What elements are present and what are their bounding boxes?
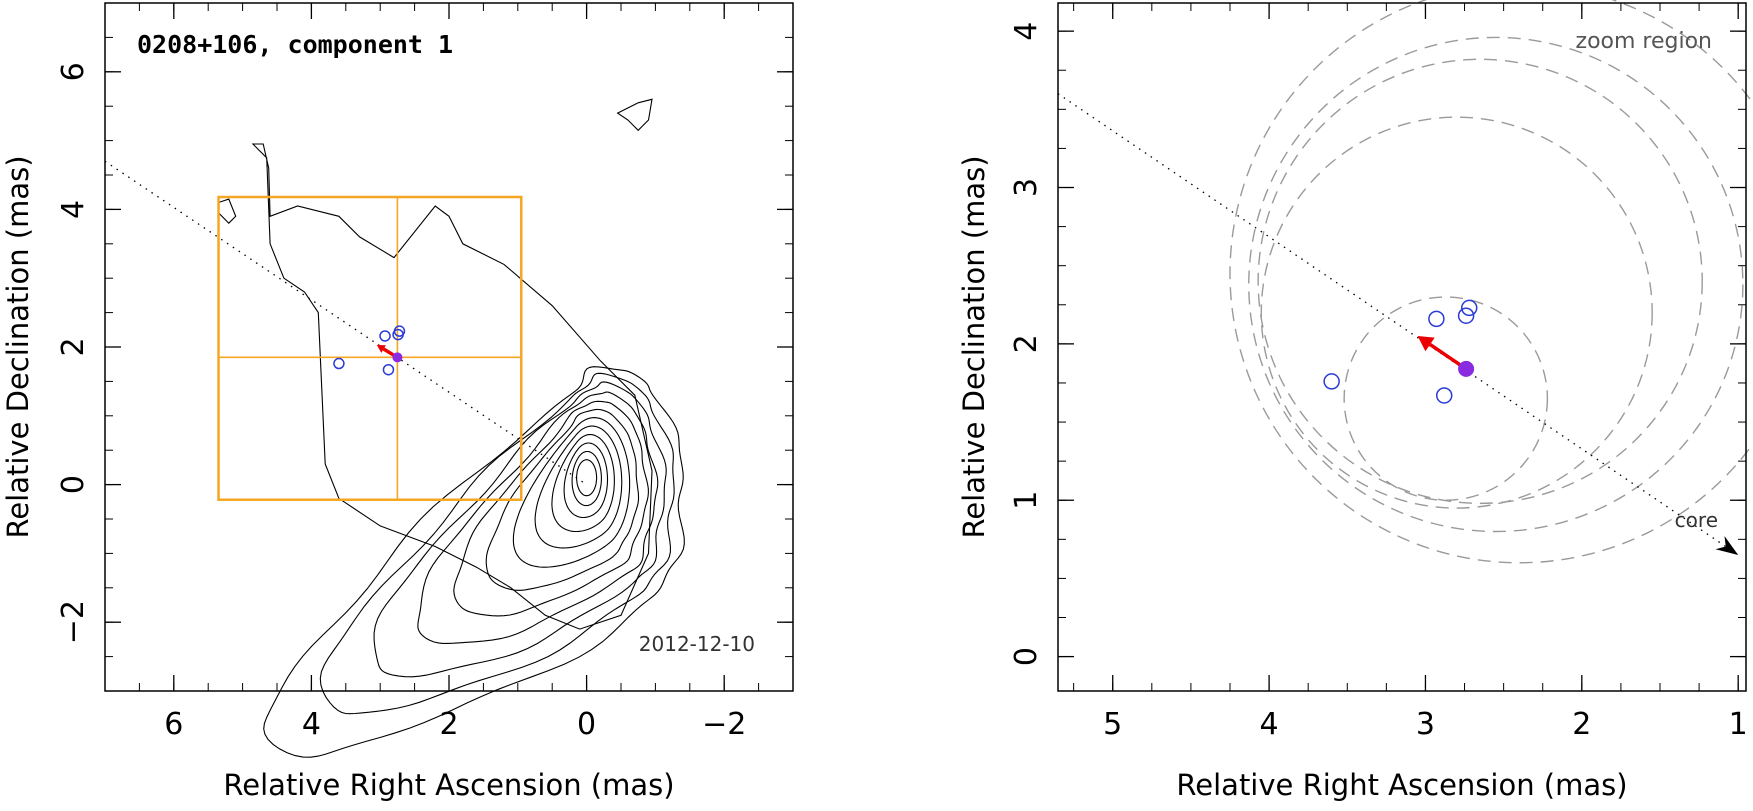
dashed-region-circle (1257, 58, 1703, 505)
right-y-tick-label: 2 (1009, 334, 1044, 353)
contour-level (563, 442, 609, 519)
component-points (1323, 299, 1478, 404)
left-y-tick-label: −2 (56, 600, 91, 644)
dashed-region-circle (1248, 36, 1744, 533)
contour-level (534, 425, 623, 549)
right-y-tick-label: 0 (1009, 647, 1044, 666)
model-point-marker (1457, 307, 1475, 324)
component-points (333, 325, 406, 376)
plot-frame (104, 2, 794, 692)
jet-axis-dotted (104, 160, 587, 486)
contour-level (576, 459, 598, 497)
left-x-tick-label: 0 (577, 707, 596, 742)
date-label: 2012-12-10 (639, 632, 755, 656)
motion-arrow-head (376, 344, 386, 353)
axis-ticks (104, 2, 794, 692)
jet-axis-line (1057, 93, 1739, 556)
left-x-tick-label: 4 (302, 707, 321, 742)
right-y-tick-label: 4 (1009, 22, 1044, 41)
x-axis-label: Relative Right Ascension (mas) (1176, 768, 1627, 802)
dashed-region-circle (1229, 0, 1753, 564)
left-y-tick-label: 6 (56, 62, 91, 81)
left-x-tick-label: 6 (164, 707, 183, 742)
zoom-box-frame (217, 195, 523, 501)
contour-level (551, 433, 615, 533)
contour-level (571, 450, 602, 507)
right-x-tick-label: 1 (1729, 707, 1748, 742)
zoom-region-label: zoom region (1576, 29, 1712, 54)
model-point-marker (1428, 310, 1445, 328)
left-y-tick-label: 2 (56, 337, 91, 356)
right-y-tick-label: 3 (1009, 178, 1044, 197)
contour-island (217, 198, 237, 224)
model-point-marker (1435, 387, 1453, 404)
core-direction-arrowhead (1715, 535, 1739, 555)
contour-level (512, 417, 631, 568)
tick-labels: 5 4 3 2 1 0 1 2 3 4 (1009, 22, 1748, 742)
left-y-tick-label: 0 (56, 475, 91, 494)
right-panel: 5 4 3 2 1 0 1 2 3 4 zoom region core Relative Rig… (957, 0, 1753, 802)
tick-labels: 6 4 2 0 −2 −2 0 2 4 6 (56, 62, 746, 742)
jet-axis-line (104, 160, 587, 486)
y-axis-label: Relative Declination (mas) (957, 155, 991, 538)
left-x-tick-label: −2 (702, 707, 746, 742)
contour-level (485, 408, 640, 591)
dashed-circles (1229, 0, 1753, 564)
component-dot (1458, 360, 1475, 377)
right-x-tick-label: 2 (1572, 707, 1591, 742)
model-point-marker (333, 357, 345, 370)
panel-title: 0208+106, component 1 (137, 30, 453, 59)
plot-frame (1057, 2, 1747, 692)
core-label: core (1675, 508, 1718, 532)
jet-axis-dotted (1057, 93, 1739, 556)
component-dot (392, 352, 403, 363)
motion-arrow-head (1417, 336, 1435, 352)
right-y-tick-label: 1 (1009, 491, 1044, 510)
axis-ticks (1058, 3, 1746, 691)
zoom-box (217, 195, 523, 501)
model-point-marker (382, 363, 395, 376)
right-x-tick-label: 5 (1103, 707, 1122, 742)
contour-island (616, 98, 653, 132)
dashed-region-circle (1343, 296, 1549, 501)
y-axis-label: Relative Declination (mas) (1, 155, 35, 538)
left-x-tick-label: 2 (439, 707, 458, 742)
right-x-tick-label: 3 (1416, 707, 1435, 742)
model-point-marker (379, 330, 391, 342)
contour-level (453, 400, 649, 617)
model-point-marker (1323, 373, 1340, 390)
contour-level (263, 366, 685, 758)
left-panel: 6 4 2 0 −2 −2 0 2 4 6 0208+106, component 1 2012-… (1, 2, 794, 802)
contour-outer-envelope (251, 143, 653, 630)
contour-level (319, 372, 675, 715)
left-y-tick-label: 4 (56, 200, 91, 219)
right-x-tick-label: 4 (1260, 707, 1279, 742)
model-point-marker (392, 328, 404, 341)
dashed-region-circle (1260, 116, 1653, 509)
model-point-marker (1460, 299, 1478, 317)
x-axis-label: Relative Right Ascension (mas) (223, 768, 674, 802)
